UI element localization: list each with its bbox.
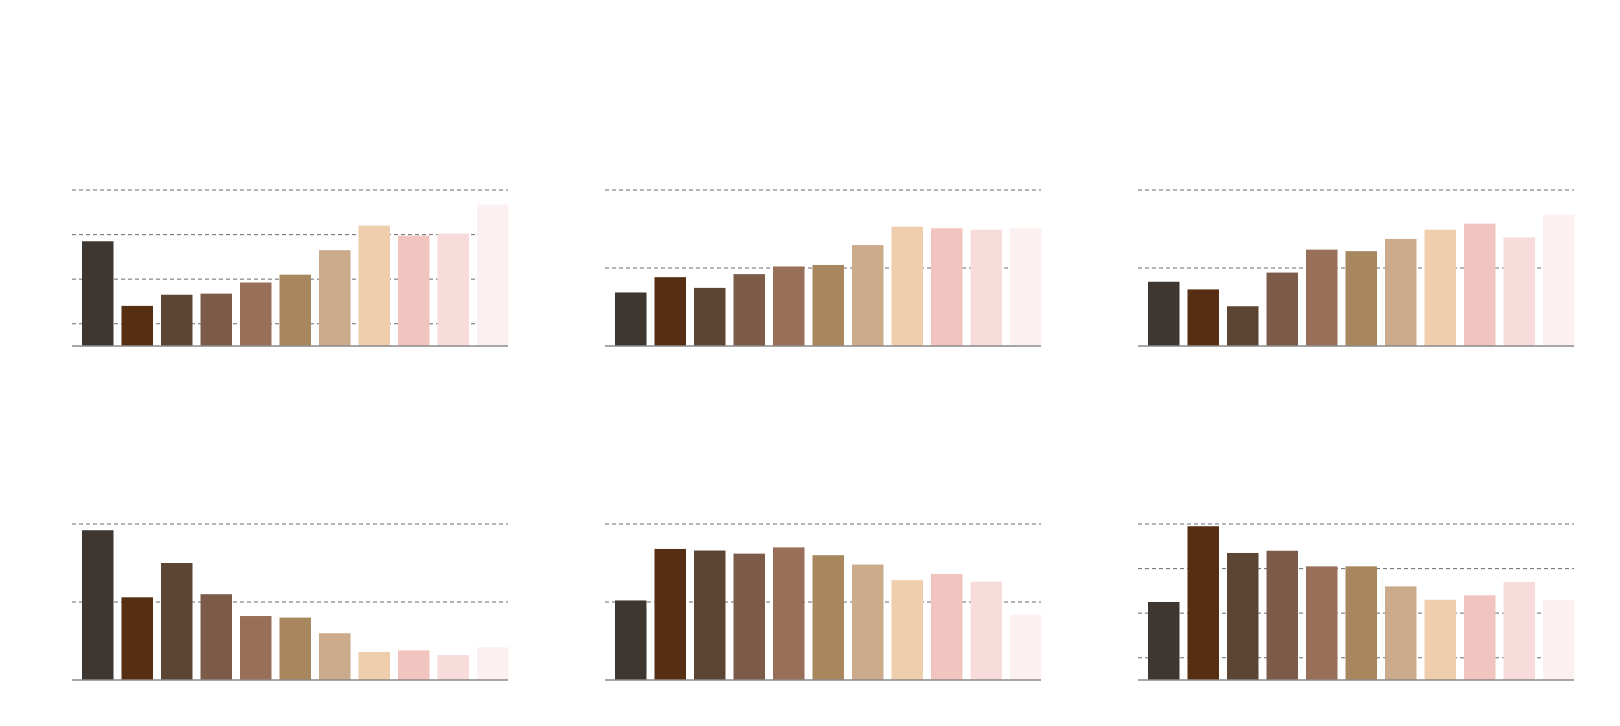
bar bbox=[1424, 229, 1456, 346]
bar bbox=[1227, 552, 1259, 680]
bar bbox=[1187, 289, 1219, 346]
bar bbox=[319, 633, 351, 680]
bar bbox=[852, 564, 884, 680]
bar bbox=[200, 594, 232, 680]
bar bbox=[654, 548, 686, 680]
bar bbox=[654, 277, 686, 346]
bar bbox=[812, 264, 844, 346]
bar bbox=[615, 292, 647, 346]
bar bbox=[891, 226, 923, 346]
bar bbox=[398, 650, 430, 680]
bar bbox=[240, 282, 272, 346]
bar bbox=[1385, 586, 1417, 680]
bar bbox=[1266, 272, 1298, 346]
bar bbox=[477, 647, 509, 680]
bar bbox=[358, 651, 390, 680]
bar bbox=[970, 229, 1002, 346]
bar bbox=[733, 553, 765, 680]
bar bbox=[615, 600, 647, 680]
bar bbox=[1148, 281, 1180, 346]
bar bbox=[82, 530, 114, 680]
bar bbox=[398, 235, 430, 346]
bar bbox=[694, 287, 726, 346]
bar bbox=[240, 616, 272, 680]
bar-chart-2 bbox=[605, 189, 1042, 347]
bar bbox=[121, 597, 153, 680]
bar bbox=[1385, 238, 1417, 346]
bar bbox=[1306, 566, 1338, 680]
bar bbox=[970, 581, 1002, 680]
bar bbox=[1503, 237, 1535, 346]
bar bbox=[733, 274, 765, 346]
bar bbox=[891, 580, 923, 680]
bar bbox=[1543, 214, 1575, 346]
bar bbox=[1345, 251, 1377, 346]
bar bbox=[1464, 223, 1496, 346]
bar bbox=[279, 617, 311, 680]
bar bbox=[121, 305, 153, 346]
bar bbox=[773, 547, 805, 680]
bar-chart-4 bbox=[72, 523, 509, 681]
bar bbox=[1543, 599, 1575, 680]
bar bbox=[1227, 306, 1259, 346]
bar bbox=[1306, 249, 1338, 346]
bar bbox=[1464, 595, 1496, 680]
bar bbox=[1503, 581, 1535, 680]
bar bbox=[319, 250, 351, 346]
bar bbox=[1424, 599, 1456, 680]
bar bbox=[931, 573, 963, 680]
bar bbox=[1266, 550, 1298, 680]
bar bbox=[773, 266, 805, 346]
bar bbox=[694, 550, 726, 680]
bar-chart-5 bbox=[605, 523, 1042, 681]
bar bbox=[477, 204, 509, 346]
bar bbox=[1148, 602, 1180, 680]
bar bbox=[1187, 526, 1219, 680]
bar bbox=[437, 233, 469, 346]
bar bbox=[1010, 228, 1042, 346]
bar bbox=[161, 294, 193, 346]
bar bbox=[279, 274, 311, 346]
bar-chart-3 bbox=[1138, 189, 1575, 347]
bar bbox=[931, 228, 963, 346]
bar bbox=[1345, 566, 1377, 680]
bar bbox=[358, 225, 390, 346]
bar bbox=[437, 655, 469, 680]
bar bbox=[1010, 614, 1042, 680]
bar-chart-6 bbox=[1138, 523, 1575, 681]
bar bbox=[812, 555, 844, 680]
bar bbox=[161, 563, 193, 680]
bar bbox=[82, 241, 114, 346]
bar bbox=[852, 245, 884, 346]
bar bbox=[200, 293, 232, 346]
bar-chart-1 bbox=[72, 189, 509, 347]
